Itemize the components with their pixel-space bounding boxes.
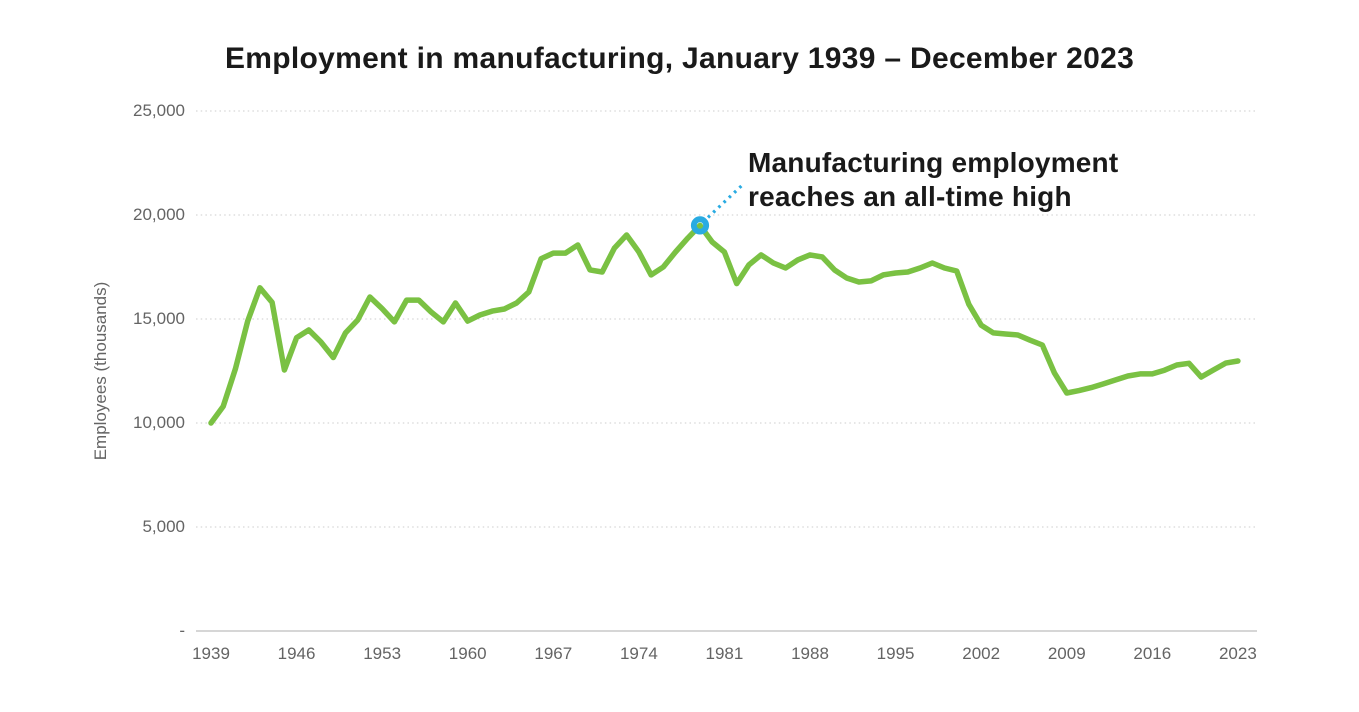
x-tick-label-1939: 1939 bbox=[192, 644, 230, 663]
x-tick-label-1960: 1960 bbox=[448, 644, 487, 663]
employment-line bbox=[208, 222, 1241, 426]
x-tick-label-1946: 1946 bbox=[277, 644, 316, 663]
x-tick-label-1967: 1967 bbox=[534, 644, 573, 663]
x-tick-label-1995: 1995 bbox=[876, 644, 915, 663]
x-tick-label-1974: 1974 bbox=[619, 644, 658, 663]
x-tick-label-2023: 2023 bbox=[1218, 644, 1257, 663]
x-tick-label-1988: 1988 bbox=[791, 644, 829, 663]
x-tick-label-1981: 1981 bbox=[705, 644, 744, 663]
x-tick-label-2009: 2009 bbox=[1047, 644, 1086, 663]
peak-marker bbox=[690, 216, 710, 235]
x-tick-label-2016: 2016 bbox=[1133, 644, 1172, 663]
y-tick-label-5000: 5,000 bbox=[142, 517, 185, 536]
y-tick-label-25000: 25,000 bbox=[133, 101, 185, 120]
chart-title: Employment in manufacturing, January 193… bbox=[224, 42, 1135, 75]
y-tick-label-0: - bbox=[179, 621, 185, 640]
y-tick-label-10000: 10,000 bbox=[133, 413, 185, 432]
peak-annotation-line1: Manufacturing employment bbox=[748, 147, 1119, 178]
y-tick-label-20000: 20,000 bbox=[133, 205, 185, 224]
x-tick-label-1953: 1953 bbox=[363, 644, 402, 663]
peak-annotation-line2: reaches an all-time high bbox=[748, 181, 1072, 212]
annotation-leader-dotted-line bbox=[706, 183, 745, 219]
peak-annotation: Manufacturing employment reaches an all-… bbox=[748, 146, 1118, 214]
y-tick-label-15000: 15,000 bbox=[133, 309, 185, 328]
x-tick-label-2002: 2002 bbox=[962, 644, 1001, 663]
